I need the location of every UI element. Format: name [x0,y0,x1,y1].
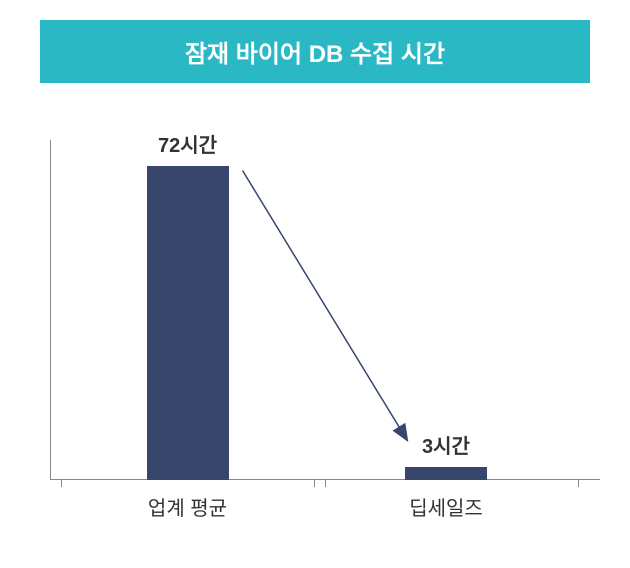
x-axis-tick [314,480,315,487]
chart-title-bar: 잠재 바이어 DB 수집 시간 [40,20,590,83]
bar-value-label-0: 72시간 [158,129,217,158]
bar-value-label-1: 3시간 [422,430,470,459]
chart-title: 잠재 바이어 DB 수집 시간 [185,41,445,68]
category-label-0: 업계 평균 [148,492,227,521]
decrease-arrow [50,140,600,480]
x-axis-tick [578,480,579,487]
y-axis [50,140,51,480]
chart-container: 72시간업계 평균3시간딥세일즈 [50,140,600,523]
x-axis-tick [325,480,326,487]
x-axis-tick [61,480,62,487]
chart-plot-area: 72시간업계 평균3시간딥세일즈 [50,140,600,480]
bar-1 [405,467,487,480]
category-label-1: 딥세일즈 [409,492,483,521]
bar-0 [147,166,229,480]
